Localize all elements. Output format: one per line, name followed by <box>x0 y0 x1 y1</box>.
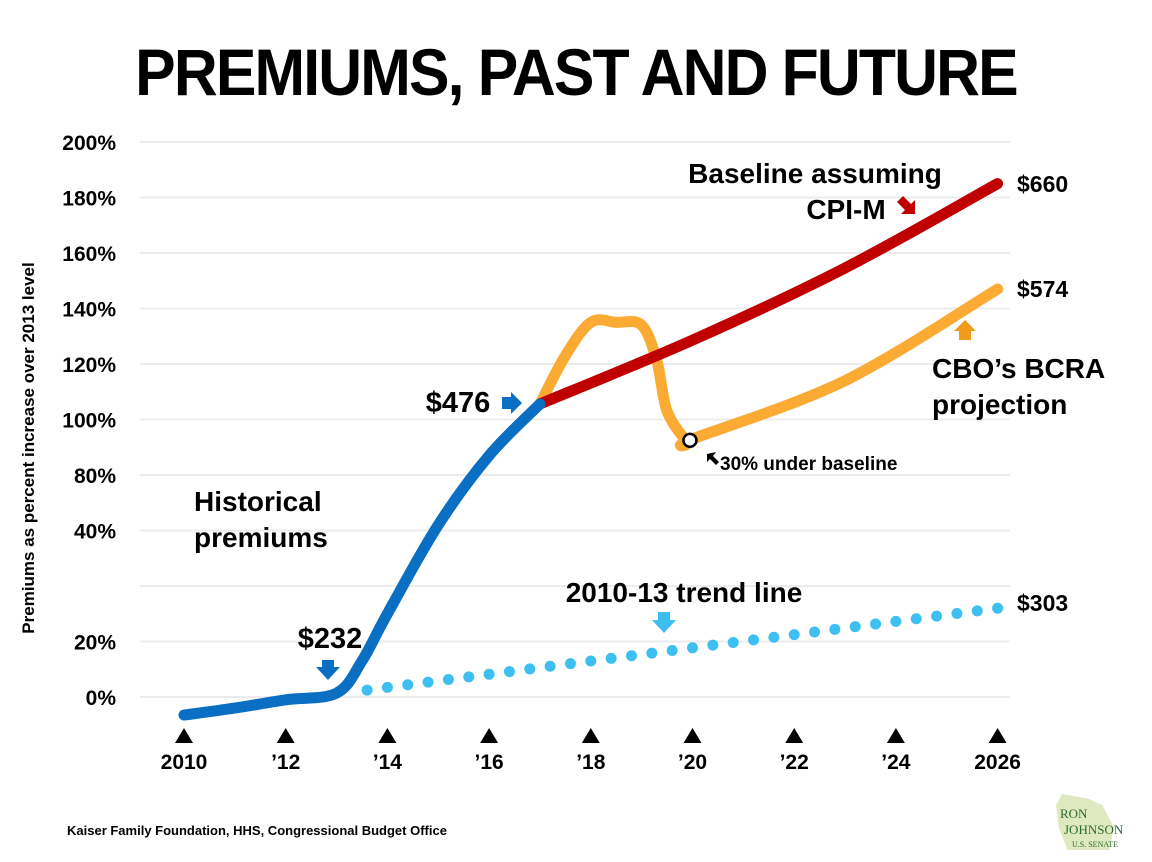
x-tick-label: 2010 <box>161 751 208 774</box>
x-tick-triangle-icon <box>480 728 499 743</box>
label-bcra-line2: projection <box>932 389 1067 420</box>
x-tick-label: 2026 <box>974 751 1021 774</box>
series-2010-13-trend-line-point <box>748 634 760 646</box>
series-2010-13-trend-line-point <box>890 615 902 627</box>
y-tick-label: 120% <box>62 354 116 377</box>
arrow-down-trend-icon <box>652 612 676 633</box>
label-trend-line: 2010-13 trend line <box>566 577 803 608</box>
label-bcra-line1: CBO’s BCRA <box>932 353 1105 384</box>
series-2010-13-trend-line-point <box>442 673 454 685</box>
series-2010-13-trend-line-point <box>625 650 637 662</box>
arrow-30pct-icon <box>707 452 719 465</box>
series-2010-13-trend-line-point <box>992 602 1004 614</box>
series-2010-13-trend-line-point <box>381 681 393 693</box>
y-tick-label: 0% <box>86 687 117 710</box>
logo-line-1: RON <box>1060 806 1088 821</box>
series-2010-13-trend-line-point <box>503 666 515 678</box>
series-2010-13-trend-line-point <box>402 679 414 691</box>
series-2010-13-trend-line-point <box>849 621 861 633</box>
series-historical-premiums <box>178 398 546 721</box>
series-2010-13-trend-line-point <box>687 642 698 654</box>
x-tick-label: ’14 <box>373 751 403 774</box>
series-2010-13-trend-line-point <box>870 618 882 630</box>
series-2010-13-trend-line-point <box>585 655 597 667</box>
x-tick-triangle-icon <box>988 728 1007 743</box>
series-2010-13-trend-line-point <box>809 626 821 638</box>
x-tick-triangle-icon <box>581 728 600 743</box>
y-axis-label: Premiums as percent increase over 2013 l… <box>19 262 38 633</box>
source-note: Kaiser Family Foundation, HHS, Congressi… <box>67 823 447 838</box>
label-476: $476 <box>426 387 491 419</box>
y-tick-label: 80% <box>74 465 116 488</box>
series-2010-13-trend-line-point <box>788 629 800 641</box>
x-tick-triangle-icon <box>683 728 702 743</box>
label-30-under-baseline: 30% under baseline <box>720 454 897 475</box>
series-layer <box>178 178 1004 721</box>
min-point-marker <box>682 432 698 449</box>
logo: RON JOHNSON U.S. SENATE <box>1046 792 1146 856</box>
label-574: $574 <box>1017 276 1068 302</box>
x-tick-label: ’18 <box>576 751 606 774</box>
x-tick-label: ’22 <box>780 751 809 774</box>
series-2010-13-trend-line-point <box>768 631 780 643</box>
y-tick-labels: 0% 20% 40% 80% 100% 120% 140% 160% 180% 200% <box>62 132 116 710</box>
series-baseline-assuming-cpi-m <box>534 178 1004 410</box>
series-2010-13-trend-line-point <box>951 607 963 619</box>
series-2010-13-trend-line-point <box>361 684 373 696</box>
series-2010-13-trend-line-point <box>544 660 556 672</box>
series-2010-13-trend-line-point <box>910 613 922 625</box>
x-tick-label: ’12 <box>271 751 300 774</box>
arrow-down-232-icon <box>316 660 340 680</box>
series-2010-13-trend-line-point <box>971 605 983 617</box>
x-tick-triangle-icon <box>276 728 295 743</box>
label-baseline-line2: CPI-M <box>806 194 885 225</box>
arrow-up-bcra-icon <box>954 320 976 340</box>
series-2010-13-trend-line-point <box>707 639 719 651</box>
y-tick-label: 140% <box>62 299 116 322</box>
chart-title: PREMIUMS, PAST AND FUTURE <box>135 35 1019 109</box>
x-tick-triangle-icon <box>175 728 193 743</box>
series-2010-13-trend-line-point <box>931 610 943 622</box>
logo-line-3: U.S. SENATE <box>1072 840 1119 849</box>
label-historical-line2: premiums <box>194 522 328 553</box>
annotation-layer: $232 $476 $660 $574 $303 Baseline assuming CPI… <box>194 158 1105 680</box>
series-2010-13-trend-line-point <box>483 668 495 680</box>
x-tick-triangle-icon <box>785 728 804 743</box>
series-2010-13-trend-line-point <box>605 652 617 664</box>
series-2010-13-trend-line-point <box>422 676 434 688</box>
series-2010-13-trend-line-point <box>829 623 841 635</box>
x-tick-triangle-icon <box>378 728 397 743</box>
y-tick-label: 40% <box>74 521 116 544</box>
series-cbo-s-bcra-projection <box>534 283 1004 452</box>
x-tick-triangle-icon <box>886 728 905 743</box>
x-tick-label: ’16 <box>474 751 503 774</box>
y-tick-label: 20% <box>74 632 116 655</box>
y-tick-label: 200% <box>62 132 116 155</box>
x-tick-label: ’20 <box>678 751 707 774</box>
label-660: $660 <box>1017 171 1068 197</box>
y-tick-label: 160% <box>62 243 116 266</box>
x-tick-labels: 2010 ’12 ’14 ’16 ’18 ’20 ’22 ’24 2026 <box>161 728 1021 774</box>
label-303: $303 <box>1017 590 1068 616</box>
y-tick-label: 100% <box>62 410 116 433</box>
logo-line-2: JOHNSON <box>1064 822 1124 837</box>
arrow-baseline-icon <box>897 196 915 214</box>
series-2010-13-trend-line-point <box>524 663 536 675</box>
y-tick-label: 180% <box>62 188 116 211</box>
series-2010-13-trend-line-point <box>727 637 739 649</box>
label-232: $232 <box>298 623 363 655</box>
series-2010-13-trend-line-point <box>666 644 678 656</box>
series-2010-13-trend-line-point <box>463 671 475 683</box>
series-2010-13-trend-line-point <box>564 658 576 670</box>
gridlines <box>140 141 1010 698</box>
series-2010-13-trend-line-point <box>646 647 658 659</box>
arrow-right-476-icon <box>502 392 522 414</box>
x-tick-label: ’24 <box>881 751 911 774</box>
label-baseline-line1: Baseline assuming <box>688 158 942 189</box>
label-historical-line1: Historical <box>194 486 322 517</box>
